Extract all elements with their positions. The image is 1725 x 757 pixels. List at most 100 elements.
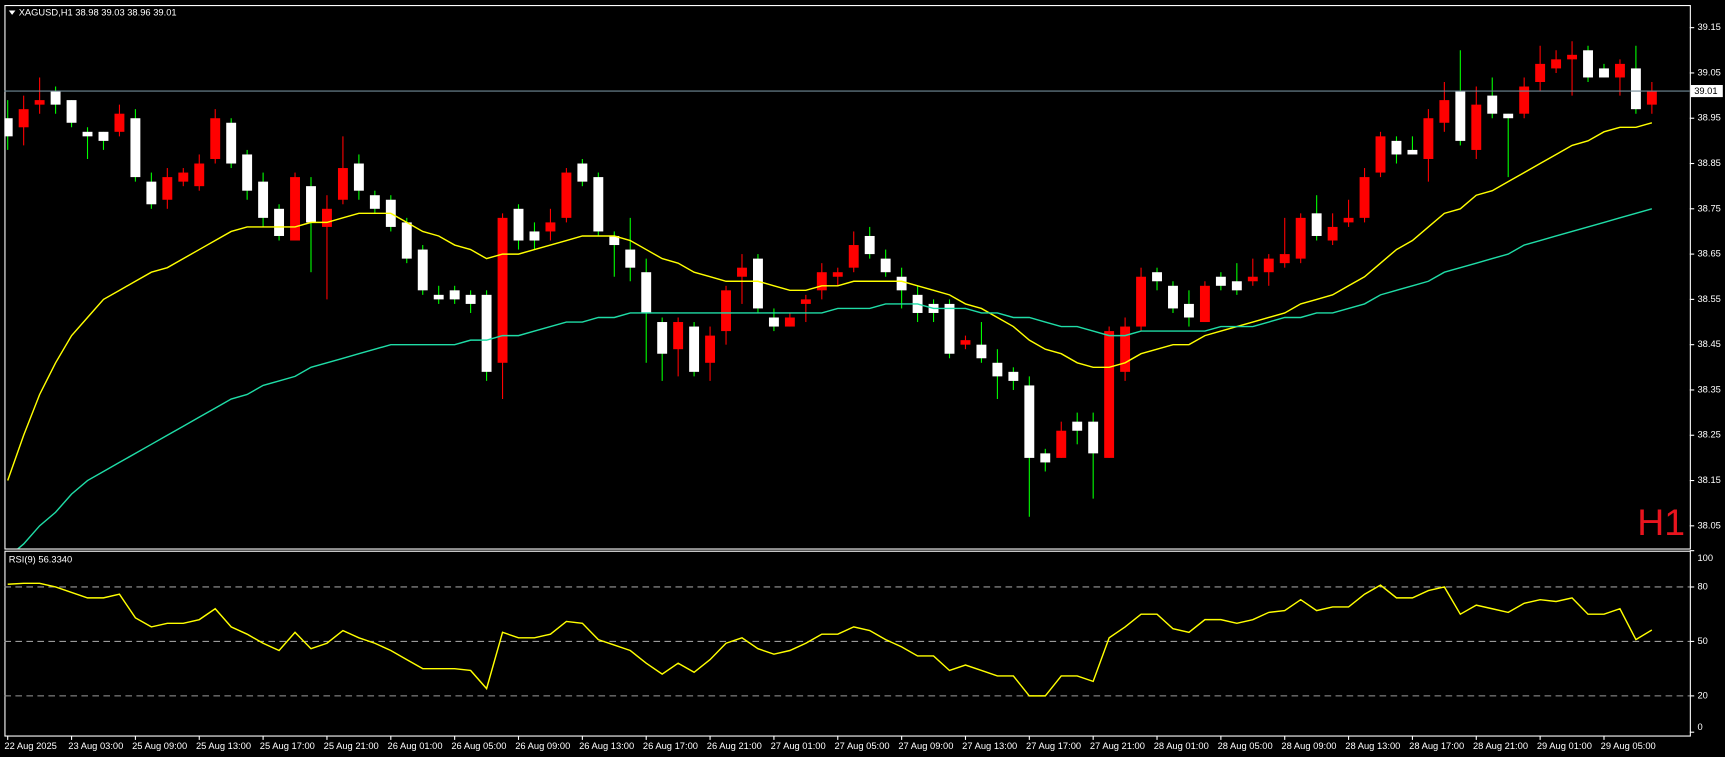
y-tick-label: 50 (1697, 636, 1707, 646)
x-tick-label: 25 Aug 09:00 (132, 741, 187, 751)
candle-body (1072, 421, 1083, 431)
candle-body (481, 294, 492, 372)
candle-body (768, 317, 779, 327)
candle-body (66, 100, 77, 123)
candle-body (449, 290, 460, 300)
candle-body (513, 208, 524, 241)
candle-body (1423, 118, 1434, 159)
x-tick-label: 27 Aug 09:00 (898, 741, 953, 751)
candle-body (178, 172, 189, 182)
candle-body (944, 303, 955, 354)
candle-body (1359, 177, 1370, 218)
candle-body (1503, 113, 1514, 119)
candle-body (1327, 226, 1338, 241)
candle-body (1088, 421, 1099, 454)
candle-body (4, 118, 13, 137)
candle-body (960, 340, 971, 345)
x-tick-label: 28 Aug 21:00 (1473, 741, 1528, 751)
candle-body (976, 344, 987, 359)
candle-body (545, 222, 556, 232)
x-tick-label: 26 Aug 01:00 (388, 741, 443, 751)
candle-body (1008, 371, 1019, 381)
candle-body (1199, 285, 1210, 323)
candle-body (848, 245, 859, 268)
line-series (17, 208, 1653, 549)
x-tick-label: 28 Aug 17:00 (1409, 741, 1464, 751)
candle-body (561, 172, 572, 218)
y-tick-label: 100 (1697, 553, 1713, 563)
candle-body (880, 258, 891, 273)
candle-body (1471, 104, 1482, 150)
menu-triangle[interactable] (8, 10, 16, 15)
line-series (7, 582, 1653, 697)
candle-body (896, 276, 907, 291)
candle-body (1056, 430, 1067, 458)
candle-body (114, 113, 125, 132)
x-tick-label: 27 Aug 01:00 (771, 741, 826, 751)
candle-body (609, 235, 620, 246)
x-tick-label: 27 Aug 17:00 (1026, 741, 1081, 751)
x-tick-label: 28 Aug 05:00 (1218, 741, 1273, 751)
candle-body (34, 100, 45, 105)
x-tick-label: 27 Aug 05:00 (834, 741, 889, 751)
candle-body (1630, 68, 1641, 110)
main-panel-frame (4, 5, 1691, 550)
candle-body (258, 181, 269, 218)
candle-body (50, 91, 61, 105)
candle-body (306, 186, 316, 223)
rsi-panel-frame (4, 550, 1691, 737)
x-tick-label: 26 Aug 13:00 (579, 741, 634, 751)
x-tick-label: 22 Aug 2025 (4, 741, 56, 751)
candle-body (529, 231, 540, 241)
candle-body (1311, 213, 1322, 236)
candle-body (226, 122, 237, 164)
timeframe-label: H1 (1637, 501, 1685, 543)
candle-body (274, 208, 285, 236)
candle-body (353, 163, 364, 191)
x-tick-label: 28 Aug 13:00 (1345, 741, 1400, 751)
y-tick-label: 38.25 (1697, 430, 1720, 440)
rsi-plot (4, 582, 1690, 697)
candle-body (784, 317, 795, 327)
candle-body (800, 299, 811, 304)
candle-body (369, 195, 380, 209)
candle-body (1391, 140, 1402, 155)
candle-body (1567, 54, 1578, 60)
x-tick-label: 28 Aug 09:00 (1281, 741, 1336, 751)
candle-body (417, 249, 428, 291)
candle-body (1168, 285, 1178, 309)
y-tick-label: 38.85 (1697, 158, 1720, 168)
candle-body (433, 294, 444, 300)
candle-body (1343, 217, 1354, 223)
y-tick-label: 38.05 (1697, 520, 1720, 530)
candle-body (322, 208, 332, 227)
x-tick-label: 29 Aug 05:00 (1601, 741, 1656, 751)
candle-body (721, 290, 731, 332)
candle-body (1375, 136, 1386, 173)
x-tick-label: 26 Aug 09:00 (515, 741, 570, 751)
x-tick-label: 26 Aug 17:00 (643, 741, 698, 751)
candle-body (1599, 68, 1609, 78)
x-tick-label: 28 Aug 01:00 (1154, 741, 1209, 751)
x-tick-label: 26 Aug 05:00 (451, 741, 506, 751)
candle-body (1040, 453, 1051, 463)
candle-body (832, 272, 843, 277)
candle-body (625, 249, 636, 268)
candle-body (753, 258, 763, 309)
candle-body (194, 163, 205, 187)
candle-body (1551, 59, 1562, 69)
candle-body (1646, 91, 1657, 105)
candle-body (1120, 326, 1131, 372)
candle-body (210, 118, 221, 159)
candle-body (1136, 276, 1147, 327)
candle-body (864, 235, 875, 255)
candle-body (401, 222, 412, 259)
candle-body (1263, 258, 1274, 273)
candle-body (1247, 276, 1258, 282)
y-tick-label: 38.55 (1697, 294, 1720, 304)
price-plot (4, 41, 1690, 549)
candle-body (1231, 281, 1242, 291)
y-tick-label: 38.45 (1697, 339, 1720, 349)
